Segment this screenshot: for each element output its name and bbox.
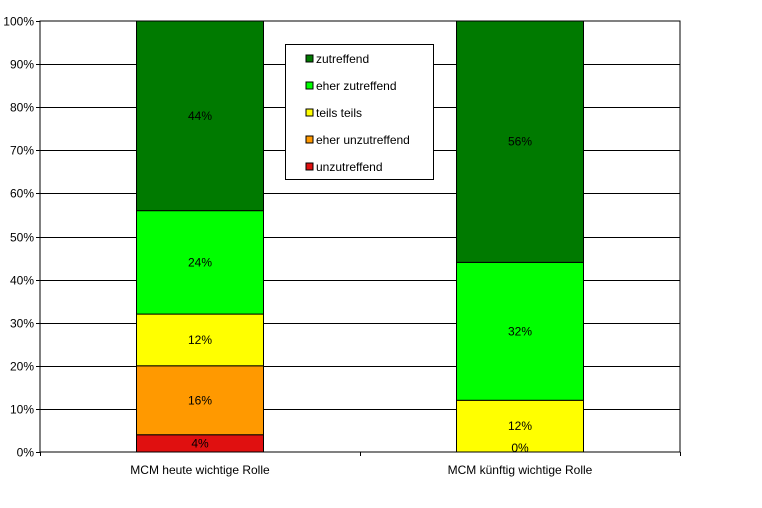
y-axis-ticks: 0% 10% 20% 30% 40% 50% 60% 70% 80% 90% 100% bbox=[3, 15, 681, 460]
data-label: 4% bbox=[191, 436, 209, 450]
y-tick-label: 30% bbox=[10, 317, 34, 331]
data-label: 32% bbox=[508, 324, 532, 338]
y-tick-label: 60% bbox=[10, 187, 34, 201]
legend-swatch bbox=[305, 54, 314, 63]
bar-segment bbox=[136, 313, 264, 367]
data-labels: 4% 16% 12% 24% 44% 0% 12% 32% 56% bbox=[188, 109, 532, 455]
y-tick-label: 0% bbox=[17, 446, 35, 460]
legend-label: eher unzutreffend bbox=[316, 133, 410, 147]
data-label: 12% bbox=[188, 333, 212, 347]
data-label: 12% bbox=[508, 419, 532, 433]
legend-swatch bbox=[305, 108, 314, 117]
legend-swatch bbox=[305, 81, 314, 90]
legend-label: zutreffend bbox=[316, 52, 369, 66]
y-tick-label: 100% bbox=[3, 15, 34, 29]
y-tick-label: 80% bbox=[10, 101, 34, 115]
x-category-label: MCM heute wichtige Rolle bbox=[130, 463, 270, 477]
bar-segment bbox=[136, 365, 264, 436]
y-tick-label: 10% bbox=[10, 403, 34, 417]
legend: zutreffend eher zutreffend teils teils eher… bbox=[285, 44, 434, 180]
data-label: 44% bbox=[188, 109, 212, 123]
bar-segment bbox=[456, 261, 584, 401]
legend-label: teils teils bbox=[316, 106, 362, 120]
y-tick-label: 20% bbox=[10, 360, 34, 374]
y-tick-label: 50% bbox=[10, 231, 34, 245]
y-tick-label: 40% bbox=[10, 274, 34, 288]
data-label: 16% bbox=[188, 393, 212, 407]
data-label: 0% bbox=[511, 441, 529, 455]
bar-segment bbox=[136, 210, 264, 315]
bars bbox=[136, 20, 584, 453]
bar-segment bbox=[136, 20, 264, 212]
data-label: 56% bbox=[508, 135, 532, 149]
legend-swatch bbox=[305, 162, 314, 171]
legend-label: unzutreffend bbox=[316, 160, 383, 174]
legend-swatch bbox=[305, 135, 314, 144]
bar-segment bbox=[456, 399, 584, 453]
data-label: 24% bbox=[188, 255, 212, 269]
y-tick-label: 90% bbox=[10, 58, 34, 72]
x-category-label: MCM künftig wichtige Rolle bbox=[448, 463, 593, 477]
bar-segment bbox=[456, 20, 584, 263]
y-tick-label: 70% bbox=[10, 144, 34, 158]
legend-label: eher zutreffend bbox=[316, 79, 397, 93]
x-axis-categories: MCM heute wichtige Rolle MCM künftig wich… bbox=[130, 463, 592, 477]
